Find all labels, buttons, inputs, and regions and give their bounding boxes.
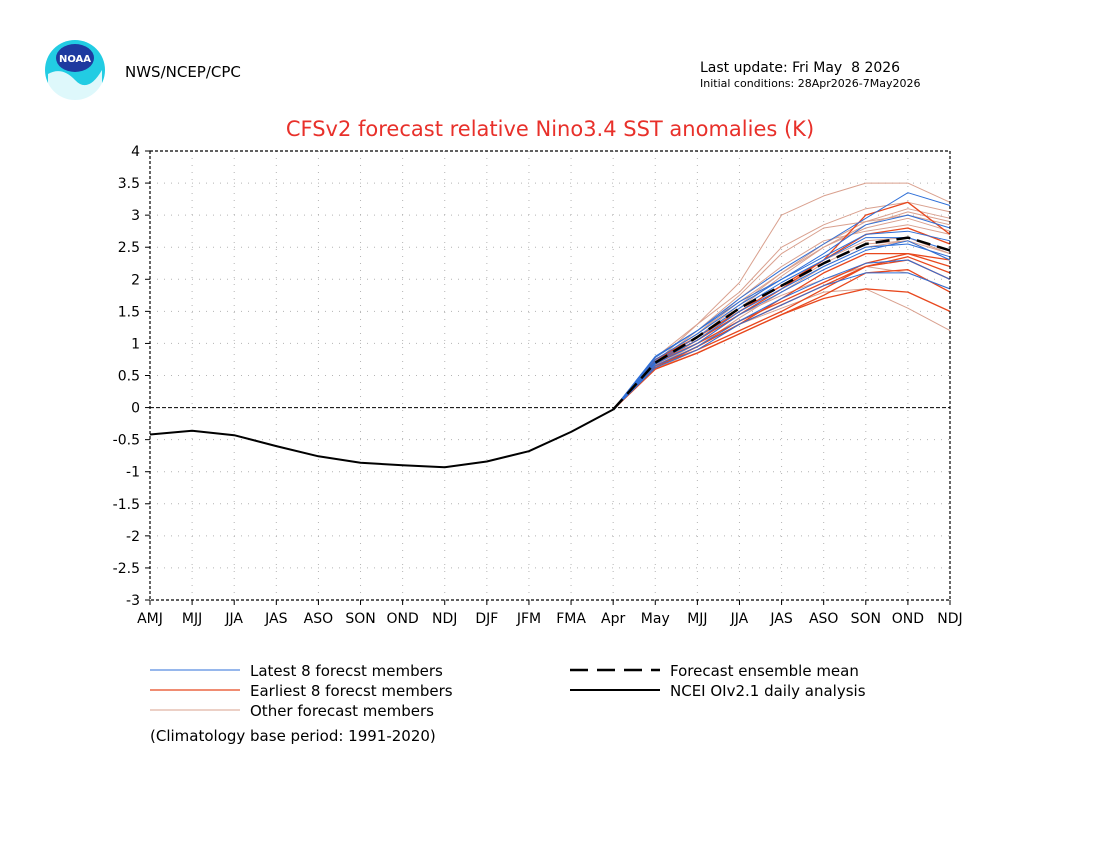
latest-member-line bbox=[612, 243, 951, 410]
x-tick-label: OND bbox=[386, 611, 418, 627]
x-tick-label: May bbox=[641, 611, 670, 627]
x-tick-label: JJA bbox=[224, 611, 243, 627]
y-tick-label: 0.5 bbox=[118, 369, 140, 385]
legend-latest-label: Latest 8 forecst members bbox=[250, 662, 443, 680]
y-tick-label: -3 bbox=[126, 593, 140, 609]
latest-members-lines bbox=[612, 192, 951, 410]
x-tick-label: NDJ bbox=[937, 611, 962, 627]
latest-member-line bbox=[612, 272, 951, 410]
noaa-logo-icon: NOAA bbox=[45, 40, 105, 102]
y-tick-label: 3 bbox=[131, 208, 140, 224]
latest-member-line bbox=[612, 259, 951, 410]
other-member-line bbox=[612, 288, 951, 410]
x-tick-label: JAS bbox=[769, 611, 792, 627]
ensemble-mean-line-group bbox=[612, 236, 951, 411]
x-tick-label: MJJ bbox=[182, 611, 202, 627]
y-tick-label: 1.5 bbox=[118, 304, 140, 320]
chart-title: CFSv2 forecast relative Nino3.4 SST anom… bbox=[286, 117, 814, 141]
x-axis: AMJ MJJ JJA JAS ASO SON OND NDJ DJF JFM FMA Apr May M… bbox=[137, 600, 963, 627]
y-tick-label: 0 bbox=[131, 401, 140, 417]
earliest-member-line bbox=[612, 269, 951, 410]
x-tick-label: SON bbox=[851, 611, 881, 627]
legend-other-label: Other forecast members bbox=[250, 702, 434, 720]
x-tick-label: ASO bbox=[809, 611, 838, 627]
x-tick-label: NDJ bbox=[432, 611, 457, 627]
x-tick-label: DJF bbox=[475, 611, 498, 627]
earliest-member-line bbox=[612, 288, 951, 410]
logo-text: NOAA bbox=[59, 54, 91, 65]
plot-frame bbox=[149, 150, 951, 601]
observed-line bbox=[149, 408, 614, 469]
y-tick-label: -2.5 bbox=[113, 561, 140, 577]
y-tick-label: 2 bbox=[131, 272, 140, 288]
other-member-line bbox=[612, 201, 951, 410]
legend-observed-label: NCEI OIv2.1 daily analysis bbox=[670, 682, 866, 700]
last-update-label: Last update: Fri May 8 2026 bbox=[700, 60, 900, 76]
x-tick-label: Apr bbox=[601, 611, 625, 627]
legend-earliest-label: Earliest 8 forecst members bbox=[250, 682, 453, 700]
climatology-note: (Climatology base period: 1991-2020) bbox=[150, 727, 436, 745]
observed-line-group bbox=[149, 408, 614, 469]
x-tick-label: AMJ bbox=[137, 611, 163, 627]
latest-member-line bbox=[612, 214, 951, 410]
x-tick-label: MJJ bbox=[687, 611, 707, 627]
y-tick-label: 4 bbox=[131, 144, 140, 160]
x-tick-label: JJA bbox=[730, 611, 749, 627]
agency-label: NWS/NCEP/CPC bbox=[125, 63, 241, 81]
y-tick-label: 3.5 bbox=[118, 176, 140, 192]
x-tick-label: JFM bbox=[516, 611, 541, 627]
y-tick-label: -2 bbox=[126, 529, 140, 545]
y-tick-label: -1.5 bbox=[113, 497, 140, 513]
y-tick-label: 1 bbox=[131, 336, 140, 352]
other-member-line bbox=[612, 182, 951, 410]
x-tick-label: FMA bbox=[556, 611, 586, 627]
latest-member-line bbox=[612, 192, 951, 410]
other-member-line bbox=[612, 224, 951, 410]
earliest-member-line bbox=[612, 252, 951, 410]
x-tick-label: ASO bbox=[304, 611, 333, 627]
ensemble-mean-line bbox=[612, 236, 951, 411]
initial-conditions-label: Initial conditions: 28Apr2026-7May2026 bbox=[700, 77, 920, 90]
legend-mean-label: Forecast ensemble mean bbox=[670, 662, 859, 680]
latest-member-line bbox=[612, 240, 951, 410]
y-tick-label: -0.5 bbox=[113, 433, 140, 449]
x-tick-label: OND bbox=[892, 611, 924, 627]
legend: Latest 8 forecst members Earliest 8 fore… bbox=[150, 662, 866, 745]
y-tick-label: -1 bbox=[126, 465, 140, 481]
earliest-member-line bbox=[612, 252, 951, 410]
x-tick-label: JAS bbox=[264, 611, 287, 627]
other-member-line bbox=[612, 266, 951, 410]
x-tick-label: SON bbox=[345, 611, 375, 627]
y-tick-label: 2.5 bbox=[118, 240, 140, 256]
y-axis: 4 3.5 3 2.5 2 1.5 1 0.5 0 -0.5 -1 -1.5 -2 -2.5 -3 bbox=[113, 144, 150, 609]
latest-member-line bbox=[612, 237, 951, 410]
grid-lines bbox=[150, 151, 950, 600]
